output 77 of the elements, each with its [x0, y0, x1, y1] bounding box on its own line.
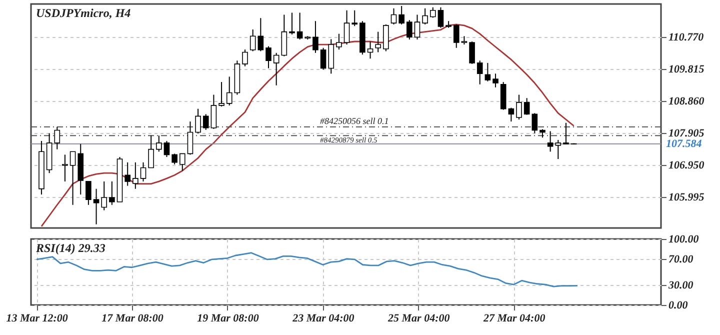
candlestick: [62, 154, 68, 182]
candlestick: [383, 24, 389, 52]
candlestick: [476, 60, 483, 85]
y-tick-label: 30.00: [668, 280, 694, 292]
y-tick-label: 105.995: [668, 192, 705, 204]
y-tick-label: 110.770: [668, 32, 704, 44]
candlestick: [250, 28, 256, 52]
candlestick: [187, 121, 194, 156]
x-tick-label: 13 Mar 12:00: [6, 312, 68, 324]
chart-title: RSI(14) 29.33: [35, 241, 106, 255]
candlestick: [469, 41, 475, 64]
candlestick: [172, 153, 178, 165]
candlestick: [344, 10, 350, 46]
candlestick: [210, 94, 217, 130]
ref-line-label: #84250056 sell 0.1: [320, 116, 389, 126]
candlestick: [86, 180, 92, 206]
candlestick: [273, 52, 280, 86]
candlestick: [148, 135, 154, 168]
candlestick: [156, 135, 162, 152]
candlestick: [164, 140, 170, 158]
candlestick: [453, 24, 460, 48]
candlestick: [281, 14, 288, 57]
candlestick: [484, 62, 491, 82]
y-tick-label: 109.815: [668, 64, 705, 76]
y-tick-label: 70.00: [668, 253, 694, 266]
candlestick: [226, 76, 232, 106]
candlestick: [563, 122, 569, 144]
candlestick: [266, 46, 272, 69]
x-tick-label: 23 Mar 04:00: [292, 312, 355, 324]
candlestick: [320, 47, 326, 70]
candlestick: [101, 180, 108, 211]
y-tick-label: 100.00: [668, 234, 700, 246]
y-tick-label: 0.00: [668, 300, 688, 312]
candlestick: [555, 139, 562, 160]
candlestick: [430, 6, 436, 18]
candlestick: [375, 31, 381, 53]
candlestick: [93, 188, 100, 225]
candlestick: [524, 98, 530, 116]
candlestick: [390, 8, 397, 25]
candlestick: [492, 73, 498, 88]
candlestick: [516, 94, 522, 120]
candlestick: [296, 12, 303, 40]
candlestick: [328, 38, 334, 74]
candlestick: [508, 107, 514, 122]
candlestick: [398, 6, 404, 25]
candlestick: [532, 112, 538, 134]
candlestick: [547, 130, 554, 152]
candlestick: [124, 162, 130, 186]
candlestick: [70, 151, 76, 206]
candlestick: [202, 114, 209, 130]
candlestick: [109, 180, 115, 206]
candlestick: [218, 82, 224, 107]
x-tick-label: 17 Mar 08:00: [102, 312, 164, 324]
candlestick: [414, 14, 420, 40]
candlestick: [195, 108, 201, 134]
y-tick-label: 108.860: [668, 96, 705, 108]
candlestick: [242, 49, 248, 67]
candlestick: [312, 20, 318, 54]
x-tick-label: 27 Mar 04:00: [482, 312, 546, 324]
candlestick: [258, 18, 264, 52]
candlestick: [336, 33, 342, 50]
candlestick: [289, 12, 295, 35]
candlestick: [179, 153, 186, 172]
candlestick: [132, 162, 138, 190]
x-tick-label: 19 Mar 08:00: [197, 312, 260, 324]
chart-title: USDJPYmicro, H4: [36, 6, 131, 20]
candlestick: [54, 126, 60, 150]
candlestick: [438, 6, 444, 28]
ref-line-label: 107.584: [666, 138, 702, 150]
candlestick: [140, 162, 146, 182]
candlestick: [352, 10, 358, 27]
candlestick: [367, 41, 374, 60]
y-tick-label: 107.905: [668, 128, 705, 140]
x-tick-label: 25 Mar 04:00: [387, 312, 450, 324]
y-tick-label: 106.950: [668, 160, 705, 172]
candlestick: [406, 20, 412, 40]
candlestick: [422, 8, 428, 25]
